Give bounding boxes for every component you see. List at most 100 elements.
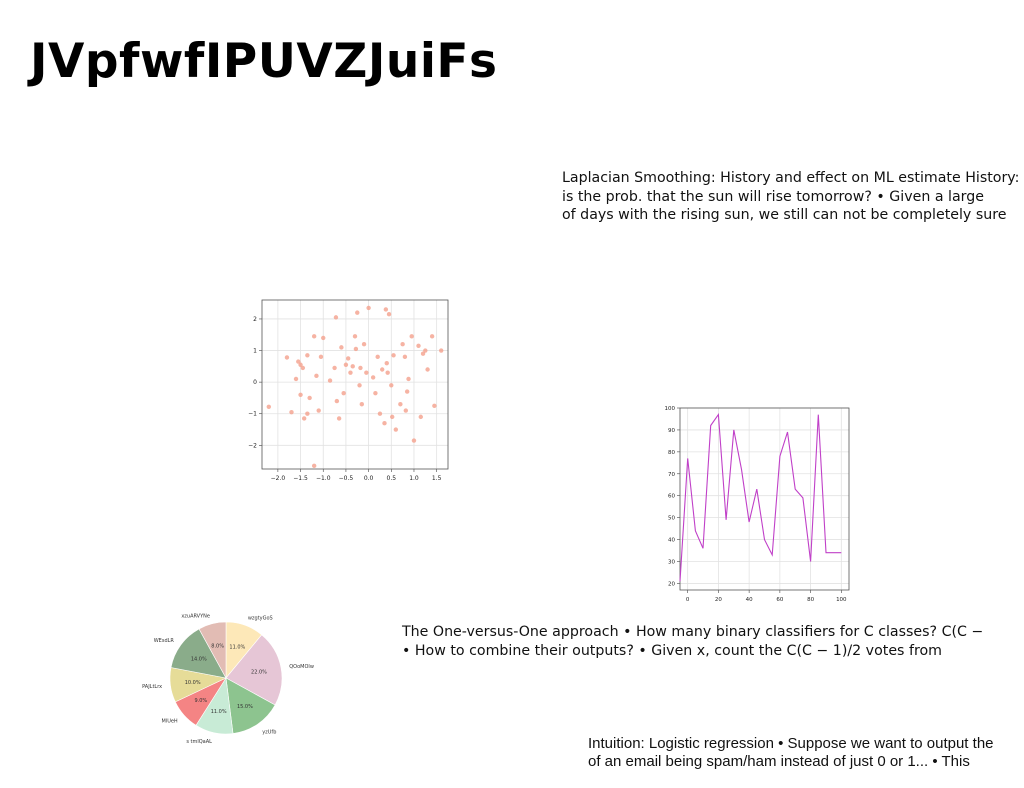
line-chart: 0 20 40 60 80 100 20 30 40 50 60 70 80 90 100 — [665, 406, 850, 603]
x-tick-label: 0 — [686, 597, 690, 603]
scatter-point — [390, 414, 395, 420]
text-line: • How to combine their outputs? • Given … — [402, 642, 942, 659]
pie-value-label: 22.0% — [251, 670, 267, 676]
pie-value-label: 11.0% — [211, 709, 227, 715]
scatter-point — [298, 362, 303, 367]
scatter-point — [404, 389, 410, 394]
scatter-point — [316, 408, 321, 413]
scatter-point — [418, 414, 423, 420]
text-line: is the prob. that the sun will rise tomo… — [562, 188, 984, 205]
scatter-point — [353, 346, 359, 352]
scatter-point — [350, 364, 355, 369]
pie-category-label: wzgtyGoS — [248, 615, 273, 621]
pie-slice — [225, 677, 276, 734]
scatter-point — [305, 411, 310, 416]
scatter-point — [403, 408, 409, 413]
scatter-point — [355, 310, 360, 315]
scatter-point — [266, 404, 272, 409]
scatter-point — [393, 427, 399, 432]
scatter-point — [386, 312, 392, 317]
scatter-point — [293, 376, 299, 382]
x-tick-label: −2.0 — [271, 475, 286, 482]
slide-title: JVpfwfIPUVZJuiFs — [30, 34, 498, 89]
x-tick-label: 1.0 — [409, 475, 419, 482]
y-tick-label: −1 — [248, 411, 257, 418]
scatter-point — [420, 351, 426, 356]
scatter-point — [384, 360, 389, 366]
pie-slice — [198, 621, 227, 679]
y-tick-label: 30 — [668, 559, 675, 565]
scatter-point — [352, 334, 358, 339]
pie-value-label: 15.0% — [237, 704, 253, 710]
pie-value-label: 11.0% — [229, 644, 245, 650]
scatter-point — [361, 342, 367, 347]
pie-category-label: yzUfb — [262, 729, 276, 735]
scatter-point — [311, 463, 317, 469]
x-tick-label: 60 — [776, 597, 783, 603]
scatter-point — [438, 348, 444, 353]
pie-value-label: 8.0% — [211, 643, 224, 649]
scatter-point — [298, 392, 303, 397]
text-block-intuition: Intuition: Logistic regression • Suppose… — [588, 735, 994, 771]
scatter-point — [423, 348, 428, 353]
x-tick-label: −0.5 — [339, 475, 354, 482]
scatter-point — [307, 395, 312, 401]
scatter-point — [305, 353, 310, 358]
line-series — [679, 413, 842, 582]
scatter-point — [411, 438, 417, 443]
pie-category-label: xzuARVYNe — [181, 614, 210, 620]
scatter-point — [380, 367, 385, 372]
y-tick-label: 50 — [668, 516, 675, 522]
x-tick-label: 100 — [836, 597, 847, 603]
text-block-one-vs-one: The One-versus-One approach • How many b… — [402, 623, 983, 660]
scatter-point — [336, 416, 342, 421]
x-tick-label: 20 — [715, 597, 722, 603]
scatter-point — [357, 383, 362, 388]
pie-value-label: 10.0% — [185, 680, 201, 686]
x-tick-label: 1.5 — [432, 475, 442, 482]
scatter-point — [400, 342, 405, 347]
scatter-point — [402, 354, 408, 360]
text-line: Laplacian Smoothing: History and effect … — [562, 170, 1020, 186]
scatter-point — [406, 376, 411, 382]
text-line: of days with the rising sun, we still ca… — [562, 207, 1007, 223]
scatter-point — [383, 307, 389, 312]
scatter-point — [339, 345, 344, 350]
scatter-point — [345, 356, 351, 361]
plot-frame — [679, 407, 850, 591]
scatter-point — [333, 315, 339, 320]
scatter-point — [301, 416, 307, 421]
scatter-point — [300, 365, 306, 371]
text-line: Intuition: Logistic regression • Suppose… — [588, 735, 994, 752]
y-tick-label: 0 — [253, 379, 257, 386]
y-tick-label: 60 — [668, 494, 675, 500]
pie-value-label: 14.0% — [191, 656, 207, 662]
scatter-point — [334, 398, 340, 404]
x-tick-label: −1.0 — [316, 475, 331, 482]
scatter-point — [373, 390, 378, 396]
text-block-laplacian: Laplacian Smoothing: History and effect … — [562, 169, 1019, 225]
pie-category-label: MlUeH — [161, 719, 177, 725]
scatter-point — [289, 409, 294, 415]
scatter-point — [327, 378, 333, 383]
scatter-point — [318, 354, 324, 360]
y-tick-label: 40 — [668, 538, 675, 544]
y-tick-label: 80 — [668, 450, 675, 456]
x-tick-label: 0.0 — [364, 475, 374, 482]
y-tick-label: 100 — [665, 406, 676, 412]
pie-slice — [225, 634, 283, 706]
scatter-point — [359, 402, 365, 407]
scatter-point — [311, 334, 317, 339]
y-tick-label: 2 — [253, 316, 257, 323]
y-tick-label: 70 — [668, 472, 675, 478]
scatter-point — [314, 373, 319, 379]
y-tick-label: −2 — [248, 442, 257, 449]
x-tick-label: −1.5 — [293, 475, 308, 482]
scatter-point — [284, 355, 290, 360]
plot-frame — [261, 299, 449, 470]
scatter-point — [296, 359, 301, 364]
scatter-point — [364, 370, 369, 375]
x-tick-label: 40 — [746, 597, 753, 603]
scatter-point — [385, 370, 390, 375]
scatter-point — [432, 403, 437, 409]
